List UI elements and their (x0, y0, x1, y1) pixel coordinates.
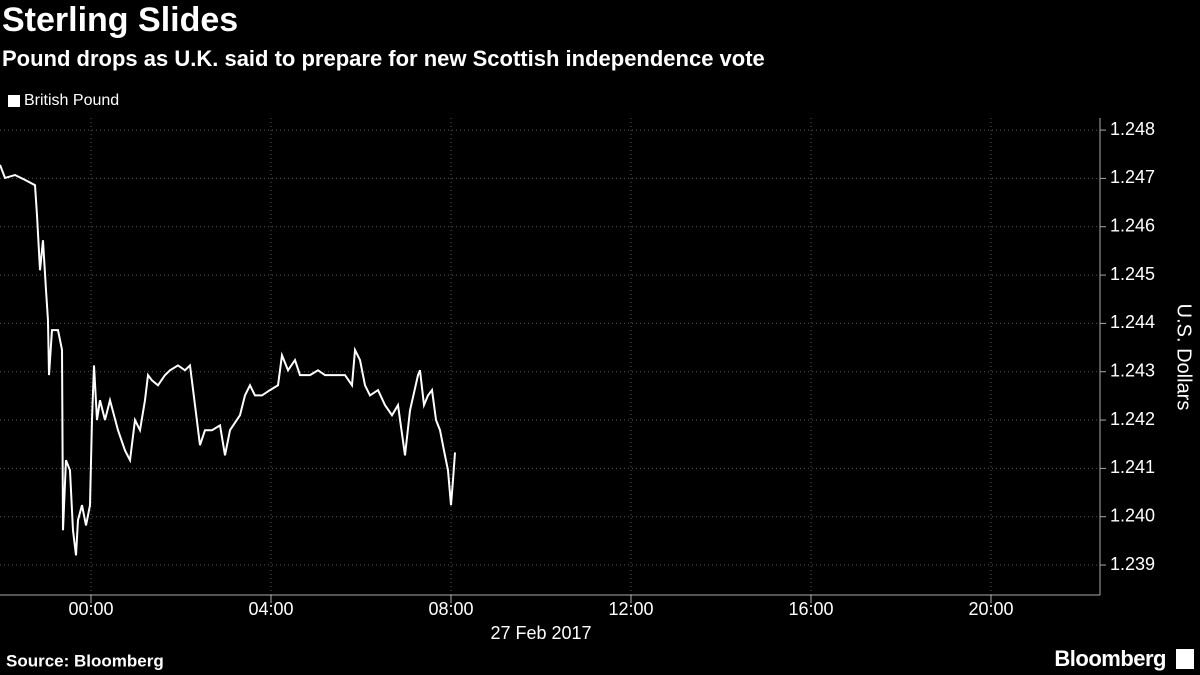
x-tick-label: 12:00 (608, 599, 653, 619)
chart-subtitle: Pound drops as U.K. said to prepare for … (2, 46, 765, 71)
y-tick-label: 1.242 (1110, 409, 1155, 429)
y-tick-label: 1.247 (1110, 167, 1155, 187)
date-label: 27 Feb 2017 (490, 623, 591, 643)
y-tick-label: 1.246 (1110, 215, 1155, 235)
legend-swatch (8, 95, 20, 107)
y-tick-label: 1.243 (1110, 360, 1155, 380)
x-tick-label: 00:00 (68, 599, 113, 619)
series-line (0, 164, 456, 556)
y-tick-label: 1.239 (1110, 554, 1155, 574)
x-tick-label: 08:00 (428, 599, 473, 619)
source: Source: Bloomberg (6, 651, 164, 670)
chart-title: Sterling Slides (2, 1, 238, 39)
y-axis-label: U.S. Dollars (1173, 304, 1195, 411)
logo-icon (1176, 649, 1194, 669)
y-tick-label: 1.244 (1110, 312, 1155, 332)
logo: Bloomberg (1054, 646, 1166, 671)
y-tick-label: 1.240 (1110, 505, 1155, 525)
legend-label: British Pound (24, 92, 119, 109)
y-tick-label: 1.245 (1110, 264, 1155, 284)
y-tick-label: 1.248 (1110, 119, 1155, 139)
y-tick-label: 1.241 (1110, 457, 1155, 477)
x-tick-label: 16:00 (788, 599, 833, 619)
x-tick-label: 04:00 (248, 599, 293, 619)
x-tick-label: 20:00 (968, 599, 1013, 619)
